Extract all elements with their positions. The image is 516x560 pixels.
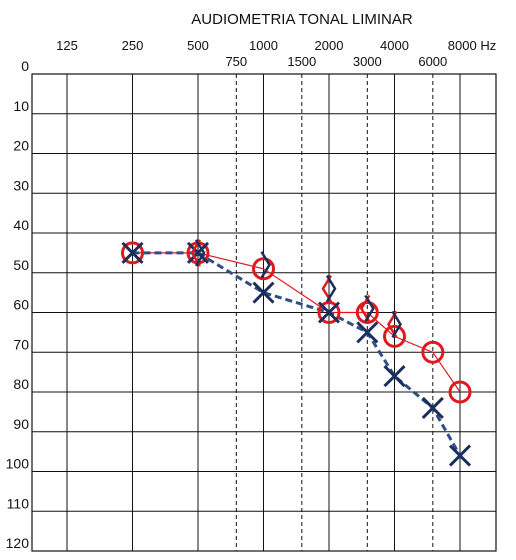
left-ear-bone-bracket — [262, 252, 270, 278]
left-ear-bone-bracket — [327, 276, 335, 302]
left-ear-line — [133, 253, 461, 456]
x-tick-label: 8000 Hz — [448, 38, 496, 53]
chart-title: AUDIOMETRIA TONAL LIMINAR — [191, 11, 413, 28]
y-tick-label: 80 — [13, 376, 29, 392]
right-ear-line — [133, 253, 461, 392]
x-tick-label: 250 — [122, 38, 144, 53]
x-tick-label: 500 — [187, 38, 209, 53]
x-tick-label: 2000 — [315, 38, 344, 53]
left-ear-x-point — [423, 398, 443, 418]
y-tick-label: 90 — [13, 416, 29, 432]
y-tick-label: 20 — [13, 138, 29, 154]
y-tick-label: 60 — [13, 297, 29, 313]
y-axis-labels: 0 10 20 30 40 50 60 70 80 90 100 110 120 — [6, 58, 30, 551]
x-tick-label-inter: 750 — [225, 54, 247, 69]
y-tick-label: 70 — [13, 336, 29, 352]
x-tick-label-inter: 1500 — [287, 54, 316, 69]
series-lines — [133, 253, 461, 456]
y-tick-label: 50 — [13, 257, 29, 273]
y-tick-label: 120 — [6, 535, 30, 551]
y-tick-label: 40 — [13, 217, 29, 233]
x-tick-label: 4000 — [380, 38, 409, 53]
chart-grid — [32, 74, 496, 551]
y-tick-label: 110 — [7, 495, 30, 511]
left-ear-bone-bracket — [393, 311, 401, 337]
x-tick-label-inter: 6000 — [418, 54, 447, 69]
x-tick-label: 125 — [56, 38, 78, 53]
left-ear-bone-bracket — [365, 296, 373, 322]
y-tick-label: 0 — [21, 58, 29, 74]
left-ear-x-point — [357, 322, 377, 342]
x-tick-label-inter: 3000 — [353, 54, 382, 69]
y-tick-label: 100 — [6, 456, 30, 472]
y-tick-label: 30 — [13, 177, 29, 193]
x-axis-labels: 125 250 500 1000 2000 4000 8000 Hz 750 1500 3000 6… — [56, 38, 496, 69]
y-tick-label: 10 — [13, 98, 29, 114]
x-tick-label: 1000 — [249, 38, 278, 53]
